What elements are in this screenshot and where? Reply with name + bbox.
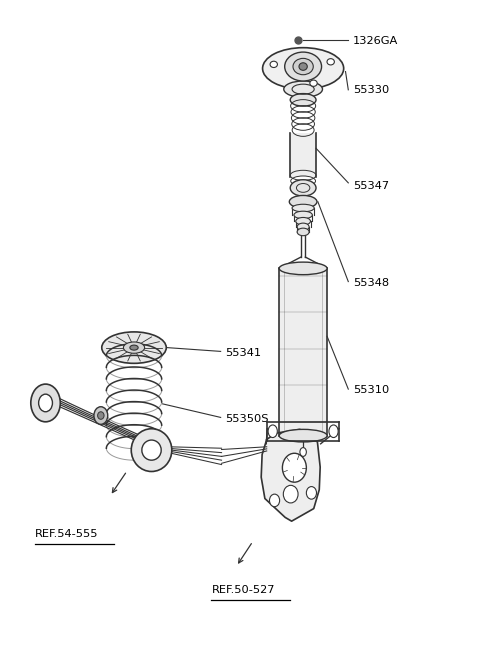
Ellipse shape: [294, 211, 312, 219]
Ellipse shape: [269, 494, 280, 507]
Text: 55330: 55330: [353, 85, 389, 96]
Text: REF.50-527: REF.50-527: [211, 586, 275, 595]
Ellipse shape: [293, 58, 313, 75]
Ellipse shape: [130, 345, 138, 350]
Ellipse shape: [306, 487, 316, 499]
Text: 55310: 55310: [353, 385, 389, 396]
Ellipse shape: [31, 384, 60, 422]
Ellipse shape: [285, 52, 322, 81]
Ellipse shape: [327, 59, 335, 65]
Ellipse shape: [297, 228, 309, 236]
Text: 55348: 55348: [353, 278, 389, 288]
Ellipse shape: [289, 195, 317, 208]
Ellipse shape: [263, 48, 344, 89]
Bar: [290, 132, 316, 177]
Ellipse shape: [297, 223, 309, 231]
Ellipse shape: [292, 204, 314, 212]
Ellipse shape: [279, 262, 327, 274]
Ellipse shape: [268, 425, 277, 438]
Text: 55341: 55341: [225, 348, 262, 358]
Text: REF.54-555: REF.54-555: [35, 529, 98, 539]
Ellipse shape: [131, 429, 172, 472]
Ellipse shape: [97, 412, 104, 419]
Text: 55347: 55347: [353, 181, 389, 191]
Ellipse shape: [38, 394, 52, 412]
Ellipse shape: [290, 94, 316, 106]
Ellipse shape: [310, 80, 317, 86]
Bar: [279, 269, 327, 436]
Ellipse shape: [329, 425, 338, 438]
Ellipse shape: [279, 430, 327, 442]
Ellipse shape: [283, 485, 298, 503]
Ellipse shape: [282, 453, 306, 482]
Ellipse shape: [299, 63, 307, 70]
Ellipse shape: [290, 179, 316, 196]
Ellipse shape: [284, 81, 323, 98]
Ellipse shape: [142, 440, 161, 460]
Text: 55350S: 55350S: [225, 414, 269, 424]
Ellipse shape: [94, 407, 108, 424]
Ellipse shape: [296, 217, 311, 225]
Ellipse shape: [270, 61, 277, 67]
Ellipse shape: [300, 447, 306, 457]
Text: 1326GA: 1326GA: [353, 37, 398, 47]
Polygon shape: [261, 430, 320, 521]
Ellipse shape: [102, 332, 166, 364]
Ellipse shape: [123, 342, 144, 353]
